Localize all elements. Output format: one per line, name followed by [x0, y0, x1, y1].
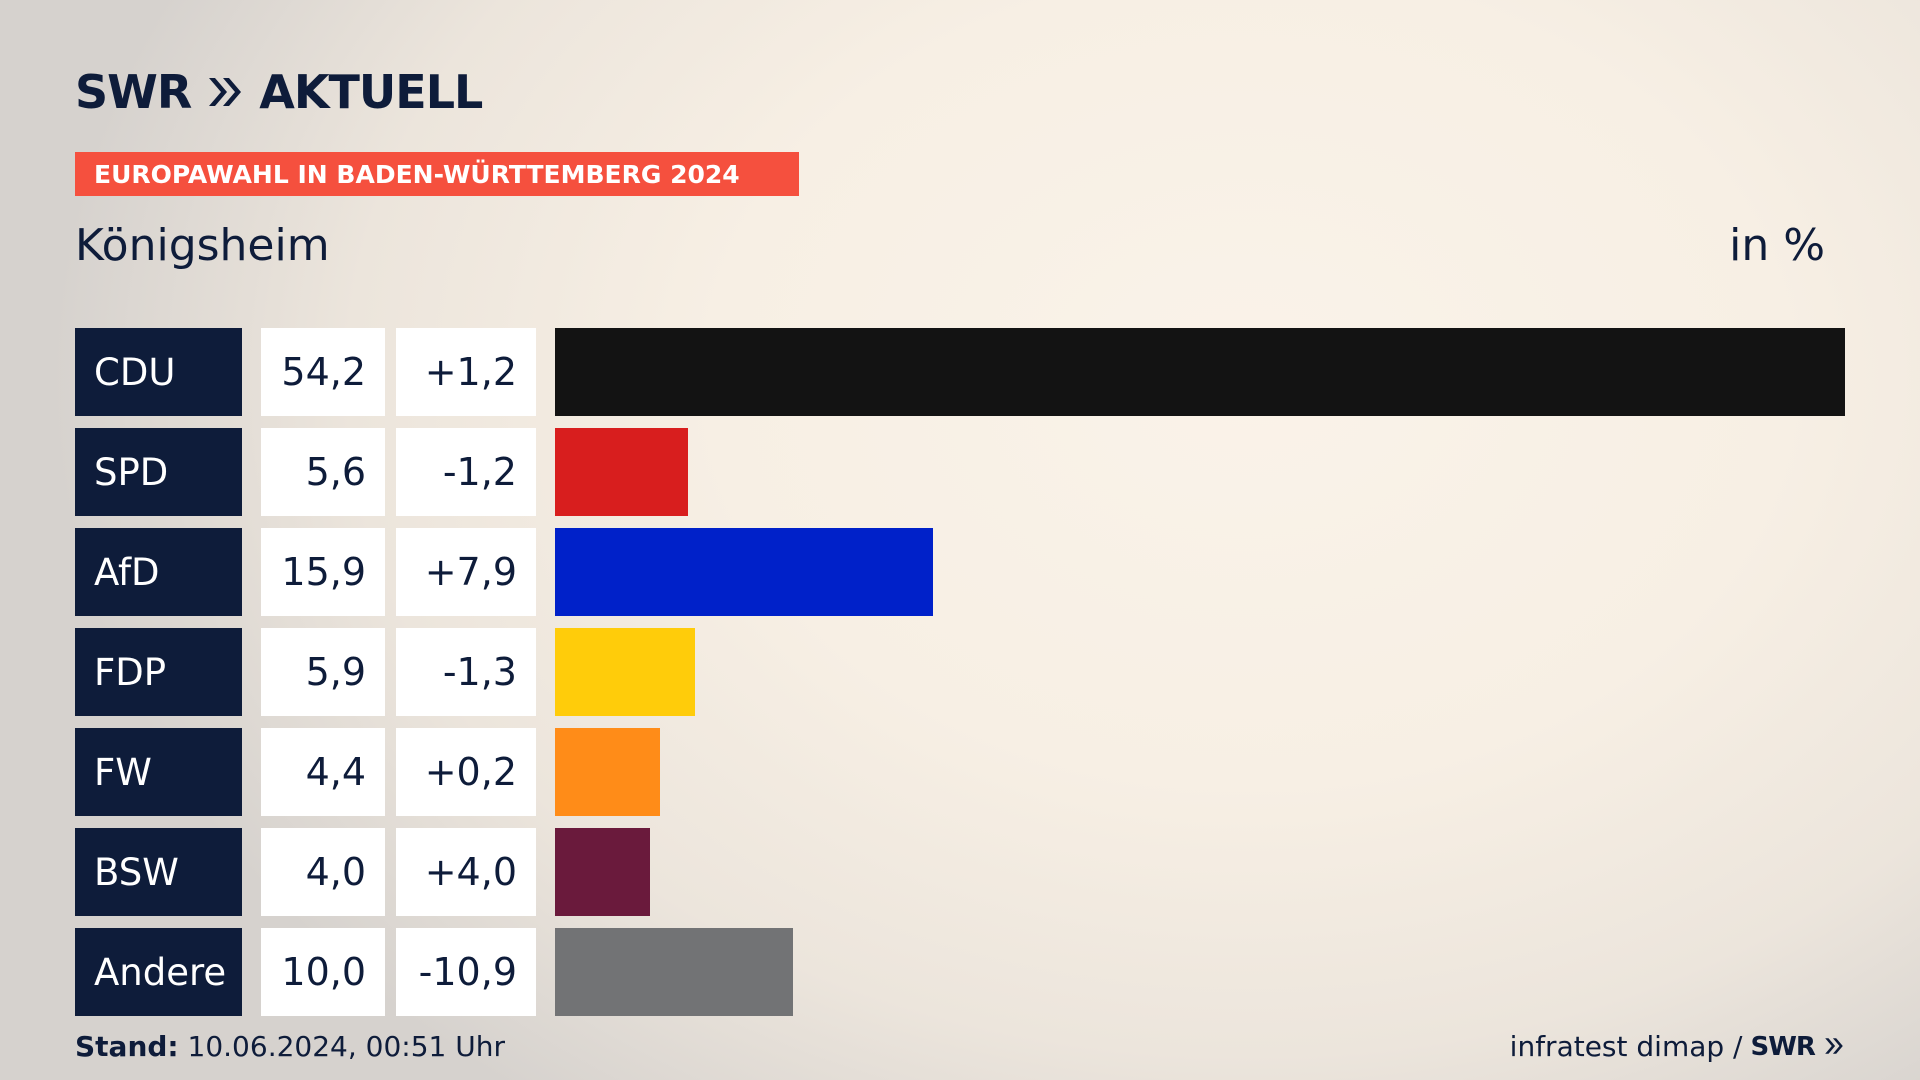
vote-share-value: 10,0 — [261, 928, 385, 1016]
bar-andere — [555, 928, 793, 1016]
vote-share-value: 54,2 — [261, 328, 385, 416]
party-label: AfD — [75, 528, 242, 616]
source-text: infratest dimap / — [1509, 1030, 1743, 1063]
change-value: -1,3 — [396, 628, 536, 716]
source-credit: infratest dimap / SWR — [1510, 1030, 1845, 1063]
bar-bsw — [555, 828, 651, 916]
bar-row-andere: Andere 10,0 -10,9 — [75, 928, 1845, 1016]
bar-cdu — [555, 328, 1845, 416]
chart-title: Königsheim — [75, 220, 330, 271]
bar-row-fdp: FDP 5,9 -1,3 — [75, 628, 1845, 716]
stand-label: Stand: — [75, 1030, 179, 1063]
stand-value: 10.06.2024, 00:51 Uhr — [187, 1030, 505, 1063]
vote-share-value: 5,9 — [261, 628, 385, 716]
brand-product: AKTUELL — [259, 65, 483, 119]
bar-row-cdu: CDU 54,2 +1,2 — [75, 328, 1845, 416]
party-label: SPD — [75, 428, 242, 516]
change-value: -1,2 — [396, 428, 536, 516]
bar-fw — [555, 728, 660, 816]
change-value: -10,9 — [396, 928, 536, 1016]
brand-name: SWR — [75, 65, 192, 119]
change-value: +1,2 — [396, 328, 536, 416]
timestamp: Stand: 10.06.2024, 00:51 Uhr — [75, 1030, 505, 1063]
bar-row-spd: SPD 5,6 -1,2 — [75, 428, 1845, 516]
party-label: CDU — [75, 328, 242, 416]
change-value: +7,9 — [396, 528, 536, 616]
bar-spd — [555, 428, 689, 516]
change-value: +0,2 — [396, 728, 536, 816]
vote-share-value: 15,9 — [261, 528, 385, 616]
double-chevron-icon — [209, 78, 242, 106]
swr-aktuell-logo: SWR AKTUELL — [75, 65, 483, 119]
party-label: Andere — [75, 928, 242, 1016]
change-value: +4,0 — [396, 828, 536, 916]
small-double-chevron-icon — [1825, 1037, 1843, 1054]
bar-afd — [555, 528, 934, 616]
bar-row-bsw: BSW 4,0 +4,0 — [75, 828, 1845, 916]
swr-small-logo-text: SWR — [1750, 1031, 1816, 1062]
bar-fdp — [555, 628, 696, 716]
bar-row-fw: FW 4,4 +0,2 — [75, 728, 1845, 816]
vote-share-value: 4,4 — [261, 728, 385, 816]
swr-small-logo: SWR — [1751, 1032, 1846, 1062]
unit-label: in % — [1729, 220, 1825, 271]
election-banner: EUROPAWAHL IN BADEN-WÜRTTEMBERG 2024 — [75, 152, 799, 196]
vote-share-value: 5,6 — [261, 428, 385, 516]
party-label: BSW — [75, 828, 242, 916]
party-label: FDP — [75, 628, 242, 716]
bar-row-afd: AfD 15,9 +7,9 — [75, 528, 1845, 616]
party-label: FW — [75, 728, 242, 816]
vote-share-value: 4,0 — [261, 828, 385, 916]
